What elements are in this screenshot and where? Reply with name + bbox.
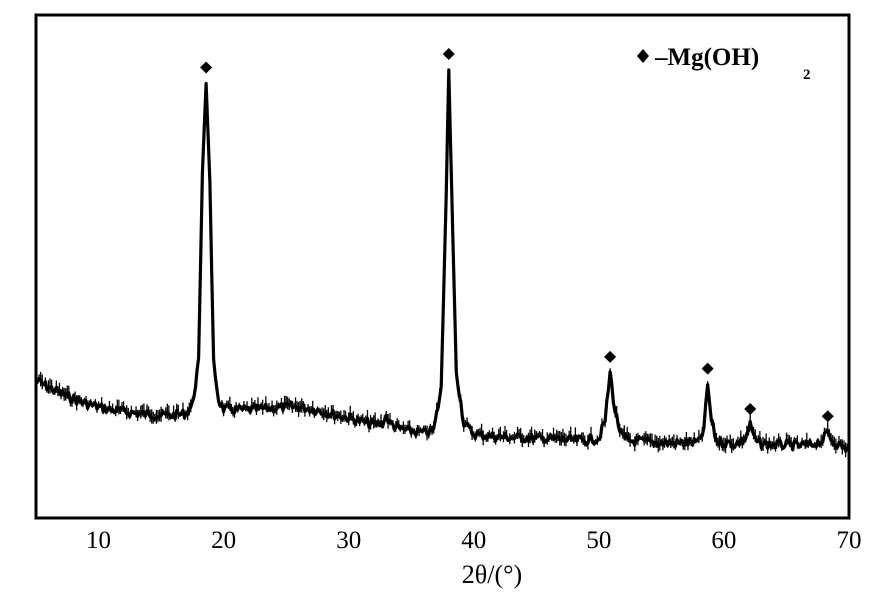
x-tick-label: 20 <box>211 527 236 554</box>
peak-diamond-icon <box>821 410 834 423</box>
x-tick-label: 60 <box>711 527 736 554</box>
peak-diamond-icon <box>744 403 757 416</box>
legend-diamond-icon <box>637 49 649 63</box>
peak-diamond-icon <box>604 350 617 363</box>
legend: –Mg(OH) 2 <box>637 44 811 83</box>
peak-diamond-icon <box>200 61 213 74</box>
peak-diamond-icon <box>701 362 714 375</box>
x-tick-label: 30 <box>336 527 361 554</box>
x-axis-title: 2θ/(°) <box>462 560 522 589</box>
peak-markers <box>200 48 834 423</box>
peak-diamond-icon <box>442 48 455 60</box>
trace-noise <box>35 298 850 458</box>
x-tick-label: 70 <box>837 527 862 554</box>
x-tick-label: 40 <box>461 527 486 554</box>
x-tick-label: 50 <box>586 527 611 554</box>
x-axis-ticks: 10 20 30 40 50 60 70 <box>86 527 861 554</box>
legend-label: –Mg(OH) <box>654 44 759 71</box>
legend-subscript: 2 <box>803 67 811 83</box>
x-tick-label: 10 <box>86 527 111 554</box>
